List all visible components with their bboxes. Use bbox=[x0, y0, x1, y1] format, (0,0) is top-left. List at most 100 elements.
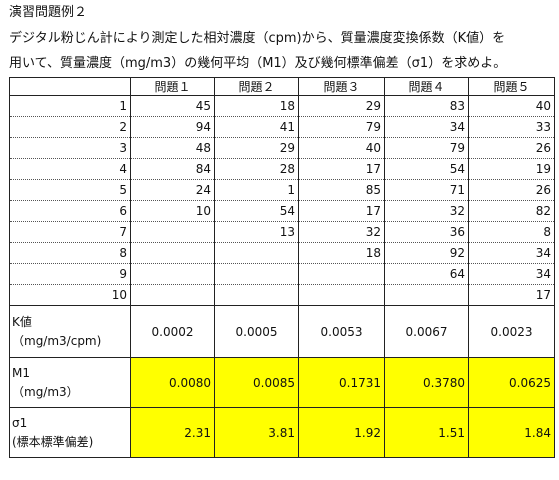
table-cell: 19 bbox=[468, 158, 555, 180]
table-cell: 17 bbox=[298, 158, 385, 180]
table-row: 10 17 bbox=[9, 284, 555, 306]
m1-cell: 0.3780 bbox=[384, 357, 469, 408]
row-index: 7 bbox=[9, 221, 131, 243]
table-cell: 40 bbox=[298, 137, 385, 159]
table-cell: 64 bbox=[384, 263, 469, 285]
problem-description-line1: デジタル粉じん計により測定した相対濃度（cpm)から、質量濃度変換係数（K値）を bbox=[9, 31, 506, 46]
m1-cell: 0.0085 bbox=[214, 357, 299, 408]
table-cell: 45 bbox=[130, 95, 215, 117]
table-cell: 92 bbox=[384, 242, 469, 264]
table-cell: 40 bbox=[468, 95, 555, 117]
row-index: 3 bbox=[9, 137, 131, 159]
table-cell: 34 bbox=[384, 116, 469, 138]
table-cell: 79 bbox=[384, 137, 469, 159]
k-value-row: K値 （mg/m3/cpm) 0.0002 0.0005 0.0053 0.00… bbox=[9, 305, 555, 358]
table-cell bbox=[214, 242, 299, 264]
header-problem-4: 問題４ bbox=[384, 77, 469, 96]
m1-label-line1: M1 bbox=[12, 365, 30, 380]
table-cell: 17 bbox=[298, 200, 385, 222]
k-value-label: K値 （mg/m3/cpm) bbox=[9, 305, 131, 358]
sigma1-label-line2: (標本標準偏差) bbox=[12, 434, 94, 449]
row-index: 10 bbox=[9, 284, 131, 306]
k-value-cell: 0.0023 bbox=[468, 305, 555, 358]
m1-label-line2: （mg/m3） bbox=[12, 384, 79, 399]
table-cell: 8 bbox=[468, 221, 555, 243]
k-value-cell: 0.0002 bbox=[130, 305, 215, 358]
k-value-label-line2: （mg/m3/cpm) bbox=[12, 333, 102, 348]
table-row: 1 45 18 29 83 40 bbox=[9, 95, 555, 117]
table-cell: 34 bbox=[468, 263, 555, 285]
table-cell: 34 bbox=[468, 242, 555, 264]
row-index: 1 bbox=[9, 95, 131, 117]
sigma1-label: σ1 (標本標準偏差) bbox=[9, 407, 131, 458]
k-value-cell: 0.0067 bbox=[384, 305, 469, 358]
table-cell: 32 bbox=[298, 221, 385, 243]
m1-cell: 0.0080 bbox=[130, 357, 215, 408]
table-cell: 1 bbox=[214, 179, 299, 201]
table-cell bbox=[130, 263, 215, 285]
table-cell: 18 bbox=[298, 242, 385, 264]
sigma1-cell: 1.51 bbox=[384, 407, 469, 458]
table-cell: 84 bbox=[130, 158, 215, 180]
table-cell: 94 bbox=[130, 116, 215, 138]
table-cell: 28 bbox=[214, 158, 299, 180]
table-cell: 85 bbox=[298, 179, 385, 201]
table-cell bbox=[130, 284, 215, 306]
table-row: 3 48 29 40 79 26 bbox=[9, 137, 555, 159]
table-cell: 26 bbox=[468, 137, 555, 159]
m1-cell: 0.0625 bbox=[468, 357, 555, 408]
table-cell: 41 bbox=[214, 116, 299, 138]
table-cell: 36 bbox=[384, 221, 469, 243]
table-row: 5 24 1 85 71 26 bbox=[9, 179, 555, 201]
table-cell bbox=[298, 263, 385, 285]
table-cell: 71 bbox=[384, 179, 469, 201]
row-index: 4 bbox=[9, 158, 131, 180]
row-index: 2 bbox=[9, 116, 131, 138]
table-cell: 48 bbox=[130, 137, 215, 159]
table-cell bbox=[214, 284, 299, 306]
page-title: 演習問題例２ bbox=[9, 5, 88, 20]
m1-cell: 0.1731 bbox=[298, 357, 385, 408]
k-value-label-line1: K値 bbox=[12, 314, 32, 329]
sigma1-cell: 1.92 bbox=[298, 407, 385, 458]
sigma1-cell: 3.81 bbox=[214, 407, 299, 458]
table-row: 4 84 28 17 54 19 bbox=[9, 158, 555, 180]
table-cell: 24 bbox=[130, 179, 215, 201]
header-problem-3: 問題３ bbox=[298, 77, 385, 96]
sigma1-row: σ1 (標本標準偏差) 2.31 3.81 1.92 1.51 1.84 bbox=[9, 407, 555, 458]
table-row: 7 13 32 36 8 bbox=[9, 221, 555, 243]
table-cell: 18 bbox=[214, 95, 299, 117]
m1-row: M1 （mg/m3） 0.0080 0.0085 0.1731 0.3780 0… bbox=[9, 357, 555, 408]
problem-description-line2: 用いて、質量濃度（mg/m3）の幾何平均（M1）及び幾何標準偏差（σ1）を求めよ… bbox=[9, 56, 507, 71]
table-cell: 29 bbox=[298, 95, 385, 117]
row-index: 5 bbox=[9, 179, 131, 201]
header-problem-5: 問題５ bbox=[468, 77, 555, 96]
table-cell bbox=[214, 263, 299, 285]
data-table: 問題１ 問題２ 問題３ 問題４ 問題５ 1 45 18 29 83 40 2 9… bbox=[9, 77, 555, 458]
row-index: 9 bbox=[9, 263, 131, 285]
table-cell: 32 bbox=[384, 200, 469, 222]
k-value-cell: 0.0053 bbox=[298, 305, 385, 358]
table-cell: 79 bbox=[298, 116, 385, 138]
table-cell: 33 bbox=[468, 116, 555, 138]
row-index: 6 bbox=[9, 200, 131, 222]
header-problem-1: 問題１ bbox=[130, 77, 215, 96]
row-index: 8 bbox=[9, 242, 131, 264]
m1-label: M1 （mg/m3） bbox=[9, 357, 131, 408]
table-cell: 54 bbox=[384, 158, 469, 180]
table-cell: 17 bbox=[468, 284, 555, 306]
table-cell: 54 bbox=[214, 200, 299, 222]
table-row: 9 64 34 bbox=[9, 263, 555, 285]
table-cell: 10 bbox=[130, 200, 215, 222]
table-cell: 13 bbox=[214, 221, 299, 243]
header-corner bbox=[9, 77, 131, 96]
header-row: 問題１ 問題２ 問題３ 問題４ 問題５ bbox=[9, 77, 555, 96]
table-cell: 82 bbox=[468, 200, 555, 222]
table-cell bbox=[130, 221, 215, 243]
table-cell: 83 bbox=[384, 95, 469, 117]
table-row: 8 18 92 34 bbox=[9, 242, 555, 264]
table-row: 2 94 41 79 34 33 bbox=[9, 116, 555, 138]
sigma1-cell: 2.31 bbox=[130, 407, 215, 458]
k-value-cell: 0.0005 bbox=[214, 305, 299, 358]
table-row: 6 10 54 17 32 82 bbox=[9, 200, 555, 222]
